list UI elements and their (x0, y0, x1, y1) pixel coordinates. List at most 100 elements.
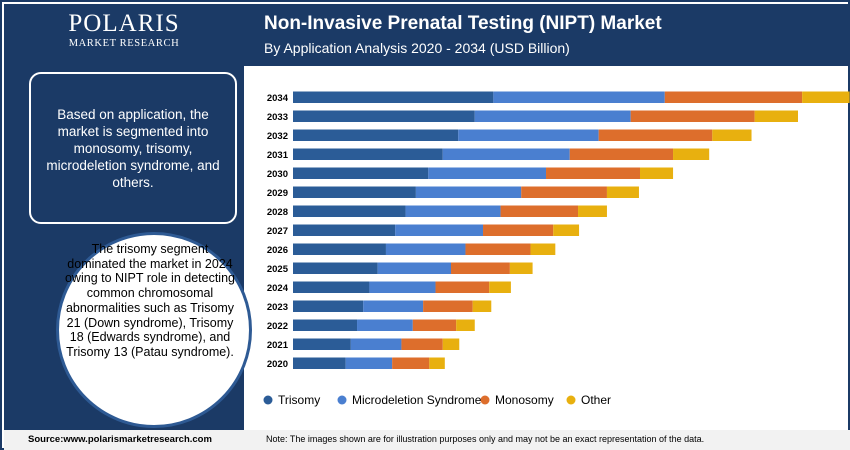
bar-trisomy-2033 (293, 110, 475, 122)
stacked-bar-chart: 2034 2033 2032 2031 2030 2029 2028 2027 2026 2025… (263, 91, 850, 407)
y-tick-label: 2034 (267, 93, 289, 104)
y-tick-label: 2032 (267, 131, 288, 142)
bar-microdeletion-syndrome-2020 (345, 357, 393, 369)
bar-other-2022 (456, 319, 475, 331)
bar-trisomy-2023 (293, 300, 364, 312)
y-tick-label: 2025 (267, 264, 289, 275)
y-tick-label: 2020 (267, 359, 288, 370)
bar-trisomy-2027 (293, 224, 396, 236)
highlight-text: The trisomy segment dominated the market… (64, 242, 235, 359)
logo-name: POLARIS (68, 10, 180, 37)
source-text: Source:www.polarismarketresearch.com (28, 434, 212, 445)
bar-microdeletion-syndrome-2026 (385, 243, 466, 255)
legend-label: Microdeletion Syndrome (352, 393, 482, 407)
bar-microdeletion-syndrome-2025 (377, 262, 451, 274)
bar-other-2033 (754, 110, 798, 122)
bar-monosomy-2034 (664, 91, 803, 103)
highlight-circle (56, 232, 252, 428)
chart-title: Non-Invasive Prenatal Testing (NIPT) Mar… (264, 13, 662, 34)
bar-monosomy-2029 (521, 186, 607, 198)
y-tick-label: 2028 (267, 207, 288, 218)
bar-microdeletion-syndrome-2027 (395, 224, 484, 236)
y-tick-label: 2030 (267, 169, 288, 180)
legend-swatch (566, 395, 576, 405)
bar-microdeletion-syndrome-2029 (415, 186, 522, 198)
y-tick-label: 2023 (267, 302, 288, 313)
logo-tagline: MARKET RESEARCH (68, 38, 180, 49)
bar-monosomy-2023 (423, 300, 473, 312)
bar-microdeletion-syndrome-2033 (474, 110, 631, 122)
bar-monosomy-2033 (630, 110, 755, 122)
bar-trisomy-2021 (293, 338, 351, 350)
bar-other-2024 (489, 281, 511, 293)
bar-trisomy-2029 (293, 186, 416, 198)
bar-monosomy-2031 (569, 148, 674, 160)
bar-monosomy-2022 (412, 319, 457, 331)
y-tick-label: 2026 (267, 245, 288, 256)
legend-swatch (337, 395, 347, 405)
bar-microdeletion-syndrome-2034 (493, 91, 665, 103)
bar-other-2031 (673, 148, 710, 160)
bar-monosomy-2032 (598, 129, 713, 141)
bar-microdeletion-syndrome-2032 (458, 129, 599, 141)
y-tick-label: 2027 (267, 226, 288, 237)
bar-other-2026 (530, 243, 556, 255)
y-tick-label: 2022 (267, 321, 288, 332)
y-axis-ticks: 2034 2033 2032 2031 2030 2029 2028 2027 2026 2025… (267, 93, 289, 370)
bar-monosomy-2021 (401, 338, 443, 350)
legend-label: Trisomy (278, 393, 320, 407)
bar-monosomy-2030 (546, 167, 640, 179)
legend-label: Monosomy (495, 393, 554, 407)
bar-other-2027 (553, 224, 580, 236)
bar-microdeletion-syndrome-2030 (428, 167, 547, 179)
bar-other-2025 (509, 262, 533, 274)
bar-trisomy-2024 (293, 281, 370, 293)
legend-swatch (263, 395, 273, 405)
footer: Source:www.polarismarketresearch.com Not… (4, 430, 850, 450)
bar-other-2032 (712, 129, 752, 141)
bar-trisomy-2034 (293, 91, 494, 103)
bar-trisomy-2032 (293, 129, 459, 141)
bar-microdeletion-syndrome-2021 (350, 338, 402, 350)
sidebar: POLARIS MARKET RESEARCH Based on applica… (4, 4, 252, 430)
y-tick-label: 2024 (267, 283, 289, 294)
bar-other-2023 (472, 300, 492, 312)
bar-microdeletion-syndrome-2031 (442, 148, 570, 160)
legend-swatch (480, 395, 490, 405)
bar-other-2029 (606, 186, 639, 198)
bar-microdeletion-syndrome-2028 (405, 205, 501, 217)
polaris-logo: POLARIS MARKET RESEARCH (4, 10, 244, 50)
bar-other-2028 (578, 205, 607, 217)
bar-trisomy-2031 (293, 148, 443, 160)
disclaimer-note: Note: The images shown are for illustrat… (266, 434, 705, 444)
bar-other-2030 (640, 167, 674, 179)
bar-monosomy-2028 (500, 205, 579, 217)
bar-other-2020 (429, 357, 445, 369)
bar-trisomy-2028 (293, 205, 406, 217)
bar-monosomy-2020 (392, 357, 430, 369)
y-tick-label: 2021 (267, 340, 289, 351)
bar-trisomy-2025 (293, 262, 378, 274)
y-tick-label: 2031 (267, 150, 289, 161)
bar-monosomy-2026 (465, 243, 531, 255)
bar-microdeletion-syndrome-2024 (369, 281, 436, 293)
y-tick-label: 2033 (267, 112, 288, 123)
bar-microdeletion-syndrome-2023 (363, 300, 424, 312)
bar-trisomy-2020 (293, 357, 346, 369)
bar-trisomy-2022 (293, 319, 358, 331)
header: Non-Invasive Prenatal Testing (NIPT) Mar… (244, 4, 850, 66)
legend: Trisomy Microdeletion Syndrome Monosomy Oth… (263, 393, 611, 407)
chart-subtitle: By Application Analysis 2020 - 2034 (USD… (264, 40, 570, 56)
bar-monosomy-2025 (451, 262, 510, 274)
bar-monosomy-2027 (483, 224, 554, 236)
y-tick-label: 2029 (267, 188, 288, 199)
bar-monosomy-2024 (435, 281, 490, 293)
segment-info-box: Based on application, the market is segm… (29, 72, 237, 224)
bar-trisomy-2026 (293, 243, 386, 255)
segment-info-text: Based on application, the market is segm… (46, 106, 220, 190)
bar-area (293, 91, 850, 369)
bar-other-2021 (442, 338, 460, 350)
bar-other-2034 (802, 91, 850, 103)
legend-label: Other (581, 393, 611, 407)
